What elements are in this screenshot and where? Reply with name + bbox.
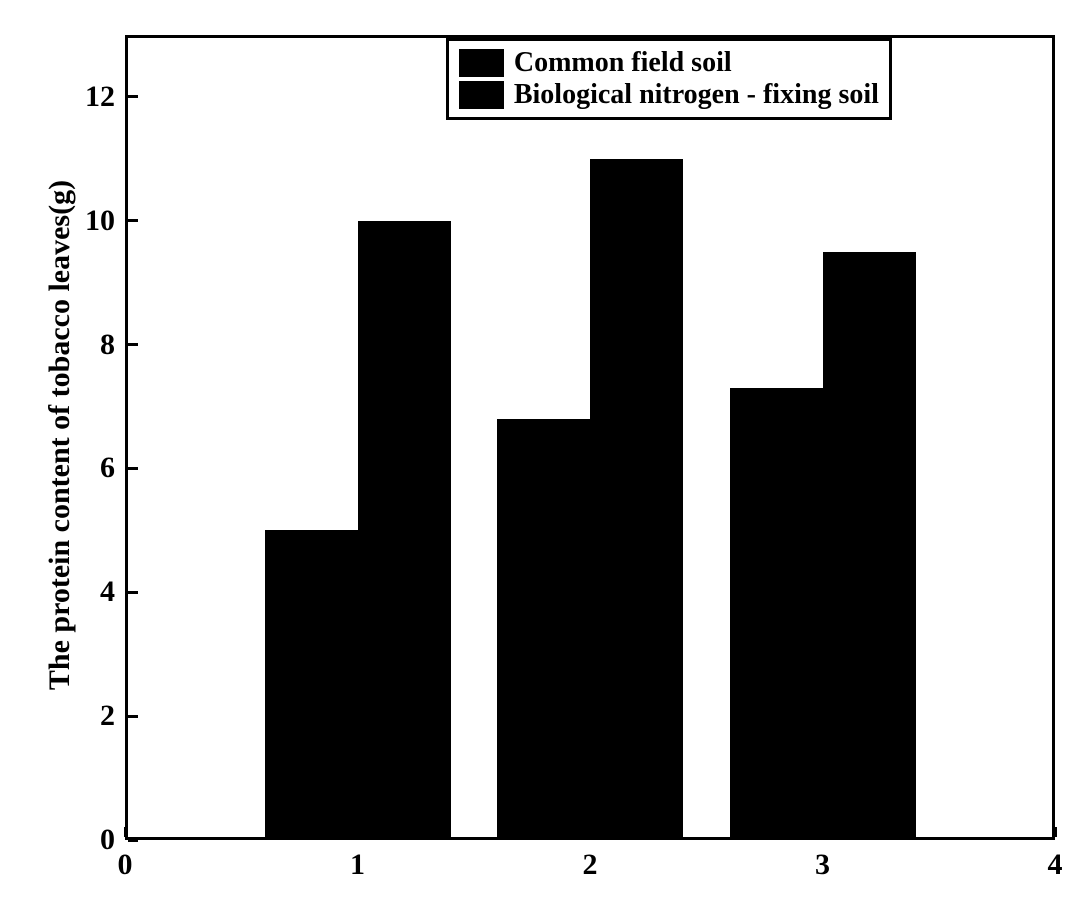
legend-label: Common field soil — [514, 47, 732, 79]
legend-item: Common field soil — [459, 47, 879, 79]
y-tick-mark — [128, 343, 138, 346]
y-tick-label: 2 — [70, 699, 115, 733]
legend: Common field soilBiological nitrogen - f… — [446, 38, 892, 120]
bar-chart: The protein content of tobacco leaves(g)… — [20, 20, 1063, 883]
bar — [730, 388, 823, 840]
legend-swatch — [459, 81, 504, 109]
y-tick-mark — [128, 95, 138, 98]
y-tick-mark — [128, 839, 138, 842]
x-tick-label: 0 — [105, 848, 145, 882]
y-tick-mark — [128, 219, 138, 222]
x-tick-mark — [124, 827, 127, 837]
x-tick-label: 2 — [570, 848, 610, 882]
y-tick-label: 8 — [70, 328, 115, 362]
bar — [497, 419, 590, 840]
y-tick-label: 6 — [70, 451, 115, 485]
x-tick-label: 1 — [338, 848, 378, 882]
x-tick-label: 4 — [1035, 848, 1075, 882]
y-tick-mark — [128, 715, 138, 718]
y-tick-label: 10 — [70, 204, 115, 238]
y-tick-mark — [128, 591, 138, 594]
bar — [590, 159, 683, 840]
y-tick-label: 12 — [70, 80, 115, 114]
x-tick-mark — [1054, 827, 1057, 837]
legend-swatch — [459, 49, 504, 77]
bar — [358, 221, 451, 840]
x-tick-label: 3 — [803, 848, 843, 882]
y-tick-label: 4 — [70, 575, 115, 609]
bar — [823, 252, 916, 840]
legend-item: Biological nitrogen - fixing soil — [459, 79, 879, 111]
legend-label: Biological nitrogen - fixing soil — [514, 79, 879, 111]
bar — [265, 530, 358, 840]
y-tick-mark — [128, 467, 138, 470]
